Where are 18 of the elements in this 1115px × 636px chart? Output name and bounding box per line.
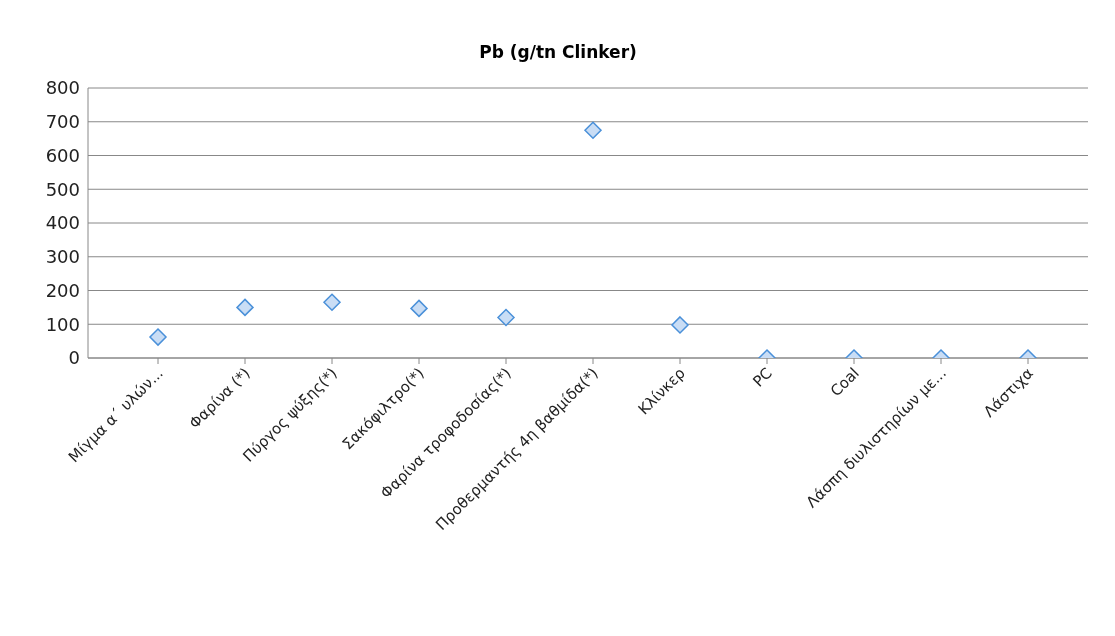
point [410, 299, 428, 318]
chart-title: Pb (g/tn Clinker) [478, 42, 638, 62]
x-tick-label: PC [749, 364, 776, 391]
point [497, 308, 515, 327]
point [236, 298, 254, 317]
y-tick-label: 300 [45, 246, 80, 268]
point [671, 316, 689, 334]
y-tick-label: 500 [45, 178, 80, 200]
y-tick-label: 100 [45, 313, 80, 335]
y-tick-label: 400 [45, 212, 80, 234]
point [149, 328, 167, 346]
y-tick-label: 700 [45, 111, 80, 133]
y-tick-label: 200 [45, 279, 80, 301]
point [584, 121, 602, 139]
y-tick-label: 0 [68, 347, 80, 369]
y-tick-label: 800 [45, 77, 80, 99]
y-tick-label: 600 [45, 144, 80, 166]
point [323, 293, 341, 312]
